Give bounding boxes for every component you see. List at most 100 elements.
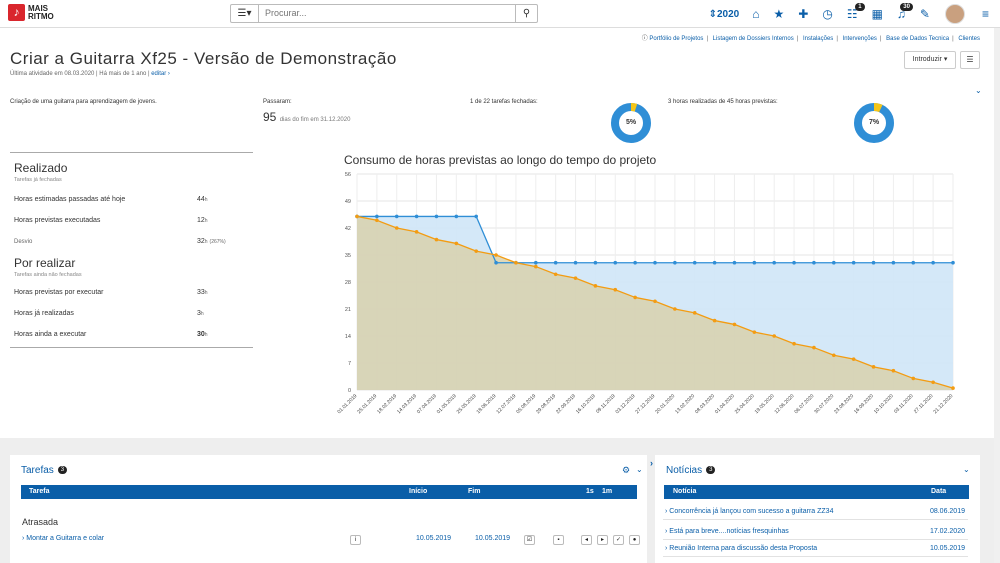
bell-icon[interactable]: ♫ 30	[897, 3, 913, 21]
logo[interactable]: ♪ MAIS RITMO	[8, 4, 54, 21]
nav-icons: ⇕2020 ⌂ ★ ✚ ◷ ☷ 1 ▦ ♫ 30 ✎ ≡	[709, 0, 996, 28]
y-tick-label: 14	[345, 334, 351, 340]
x-tick-label: 09.11.2019	[595, 393, 617, 415]
hamburger-menu-icon[interactable]: ≡	[981, 7, 989, 21]
page-subtitle: Última atividade em 08.03.2020 | Há mais…	[10, 71, 170, 77]
task-end: 10.05.2019	[475, 535, 511, 542]
info-icon[interactable]: i	[350, 535, 361, 545]
realizado-subtitle: Tarefas já fechadas	[14, 177, 62, 183]
collapse-chevron-icon[interactable]: ⌄	[975, 86, 982, 95]
link-intervencoes[interactable]: Intervenções	[842, 36, 877, 42]
x-tick-label: 06.07.2020	[793, 393, 815, 415]
series-1-point	[712, 260, 717, 265]
hours-donut-label: 7%	[868, 119, 880, 126]
link-portfolio[interactable]: Portfólio de Projetos	[649, 36, 704, 42]
news-row[interactable]: › Concorrência já lançou com sucesso a g…	[663, 506, 968, 520]
chart-title: Consumo de horas previstas ao longo do t…	[344, 153, 657, 167]
wrench-icon[interactable]: ✎	[919, 7, 930, 21]
collapse-chevron-icon[interactable]: ⌄	[963, 465, 970, 474]
x-tick-label: 01.05.2019	[436, 393, 458, 415]
x-tick-label: 08.03.2020	[694, 393, 716, 415]
top-bar: ♪ MAIS RITMO ☰▾ ⚲ ⇕2020 ⌂ ★ ✚ ◷ ☷1 ▦ ♫30…	[0, 0, 1000, 28]
link-instalacoes[interactable]: Instalações	[802, 36, 834, 42]
x-tick-label: 30.07.2020	[813, 393, 835, 415]
link-base-dados[interactable]: Base de Dados Tecnica	[886, 36, 950, 42]
tasks-icon[interactable]: ☷ 1	[847, 3, 865, 21]
series-1-point	[772, 260, 776, 265]
series-2-point	[871, 365, 876, 369]
series-2-point	[653, 299, 657, 304]
introduce-button[interactable]: Introduzir ▾	[904, 51, 956, 69]
group-atrasada: Atrasada	[22, 517, 59, 527]
series-2-point	[832, 353, 836, 358]
series-1-point	[931, 260, 935, 265]
x-tick-label: 01.04.2020	[714, 393, 736, 415]
series-1-point	[792, 260, 796, 265]
x-tick-label: 07.04.2019	[416, 393, 438, 415]
y-tick-label: 7	[348, 361, 351, 367]
series-1-point	[454, 214, 459, 219]
series-1-point	[911, 260, 916, 265]
stats-panel: Realizado Tarefas já fechadas Horas esti…	[10, 152, 253, 348]
series-2-point	[553, 272, 558, 277]
series-2-point	[911, 376, 916, 381]
x-tick-label: 10.10.2020	[873, 393, 895, 415]
series-1-point	[653, 260, 657, 265]
collapse-chevron-icon[interactable]: ⌄	[636, 465, 643, 474]
news-row[interactable]: › Reunião Interna para discussão desta P…	[663, 543, 968, 557]
checklist-icon[interactable]: ☑	[524, 535, 535, 545]
link-dossiers[interactable]: Listagem de Dossiers Internos	[712, 36, 794, 42]
x-tick-label: 12.06.2020	[774, 393, 796, 415]
search-input[interactable]	[259, 5, 515, 22]
days-remaining: 95 dias do fim em 31.12.2020	[263, 110, 351, 124]
link-clientes[interactable]: Clientes	[958, 36, 980, 42]
y-tick-label: 42	[345, 226, 351, 232]
calendar-icon[interactable]: ▦	[871, 7, 883, 21]
y-tick-label: 28	[345, 280, 351, 286]
lock-icon[interactable]: ▪	[553, 535, 564, 545]
caret-down-icon: ▾	[943, 56, 948, 63]
gear-icon[interactable]: ⚙	[622, 465, 631, 475]
y-tick-label: 0	[348, 388, 351, 394]
series-2-point	[494, 253, 498, 257]
noticias-title: Notícias 3	[666, 465, 716, 476]
list-view-button[interactable]: ☰	[960, 51, 980, 69]
tasks-closed-label: 1 de 22 tarefas fechadas:	[470, 99, 538, 105]
skip-forward-icon[interactable]: ▸	[597, 535, 608, 545]
star-icon[interactable]: ★	[773, 7, 785, 21]
search-button[interactable]: ⚲	[515, 5, 537, 22]
x-tick-label: 03.12.2019	[615, 393, 637, 415]
project-description: Criação de uma guitarra para aprendizage…	[10, 99, 157, 105]
chevron-right-icon: ›	[167, 71, 170, 77]
skip-back-icon[interactable]: ◂	[581, 535, 592, 545]
tarefas-table-header: Tarefa Início Fim 1s 1m	[21, 485, 637, 499]
realizado-title: Realizado	[14, 161, 68, 175]
series-1-point	[573, 260, 578, 265]
series-1-point	[414, 214, 419, 219]
x-tick-label: 05.08.2019	[515, 393, 537, 415]
chevron-right-icon[interactable]: ›	[650, 458, 653, 468]
series-1-point	[851, 260, 856, 265]
comment-icon[interactable]: ●	[629, 535, 640, 545]
page-title: Criar a Guitarra Xf25 - Versão de Demons…	[10, 49, 397, 68]
series-2-point	[931, 380, 935, 385]
y-tick-label: 35	[345, 253, 351, 259]
series-2-point	[434, 237, 439, 242]
news-row[interactable]: › Está para breve....notícias fresquinha…	[663, 526, 968, 540]
x-tick-label: 25.04.2020	[734, 393, 756, 415]
plus-icon[interactable]: ✚	[798, 7, 809, 21]
task-name-link[interactable]: › Montar a Guitarra e colar	[22, 535, 105, 542]
stat-row: Horas previstas executadas 12h	[14, 217, 208, 224]
scrollbar[interactable]	[994, 28, 1000, 563]
clock-icon[interactable]: ◷	[822, 7, 833, 21]
list-menu-button[interactable]: ☰▾	[231, 5, 259, 22]
search-icon: ⚲	[522, 8, 531, 19]
logo-text: MAIS RITMO	[28, 3, 54, 21]
edit-link[interactable]: editar	[151, 71, 167, 77]
year-selector[interactable]: ⇕2020	[708, 8, 740, 20]
series-1-point	[812, 260, 816, 265]
edit-icon[interactable]: ✓	[613, 535, 624, 545]
home-icon[interactable]: ⌂	[752, 7, 760, 21]
passaram-label: Passaram:	[263, 99, 292, 105]
avatar[interactable]	[944, 4, 965, 24]
